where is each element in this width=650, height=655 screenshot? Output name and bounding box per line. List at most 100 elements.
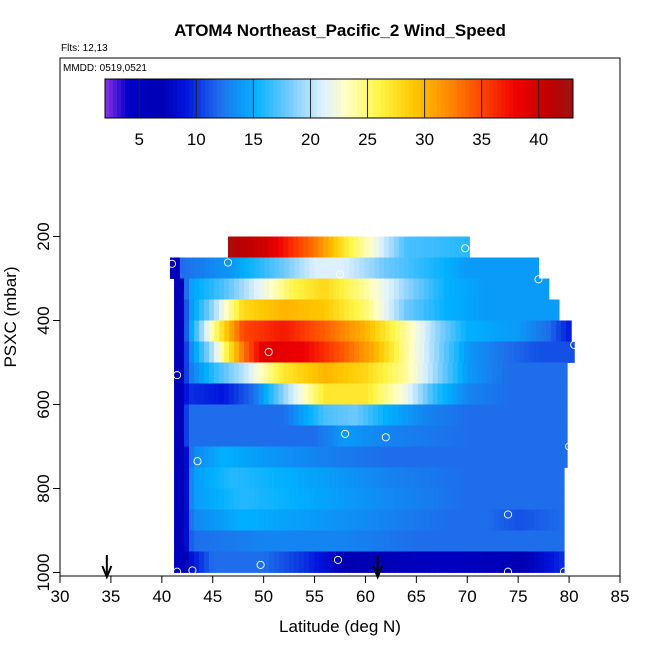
heatmap-cell	[412, 425, 419, 447]
colorbar-swatch	[453, 79, 458, 118]
colorbar-swatch	[109, 79, 114, 118]
heatmap-cell	[424, 551, 430, 573]
heatmap-cell	[289, 341, 295, 363]
heatmap-cell	[540, 320, 547, 342]
heatmap-cell	[214, 488, 220, 510]
heatmap-cell	[422, 446, 429, 468]
heatmap-cell	[224, 551, 230, 573]
heatmap-cell	[514, 488, 520, 510]
heatmap-cell	[203, 383, 210, 405]
heatmap-cell	[249, 257, 256, 279]
heatmap-cell	[339, 509, 345, 531]
heatmap-cell	[534, 341, 540, 363]
heatmap-cell	[569, 341, 575, 363]
heatmap-cell	[422, 425, 429, 447]
heatmap-cell	[344, 320, 351, 342]
heatmap-cell	[434, 551, 440, 573]
heatmap-cell	[288, 383, 295, 405]
heatmap-cell	[552, 362, 558, 384]
heatmap-cell	[258, 425, 265, 447]
heatmap-cell	[508, 257, 515, 279]
heatmap-cell	[432, 362, 439, 384]
heatmap-cell	[520, 320, 527, 342]
heatmap-cell	[189, 341, 195, 363]
heatmap-cell	[218, 404, 225, 426]
heatmap-cell	[174, 509, 180, 531]
heatmap-cell	[239, 341, 245, 363]
heatmap-cell	[518, 278, 525, 300]
heatmap-cell	[500, 320, 507, 342]
heatmap-cell	[503, 299, 510, 321]
heatmap-cell	[299, 530, 305, 552]
heatmap-cell	[402, 425, 409, 447]
heatmap-cell	[289, 551, 295, 573]
heatmap-cell	[368, 404, 374, 426]
heatmap-cell	[373, 299, 380, 321]
heatmap-cell	[392, 404, 399, 426]
heatmap-cell	[370, 320, 376, 342]
heatmap-cell	[477, 446, 484, 468]
heatmap-cell	[562, 383, 568, 405]
heatmap-cell	[460, 320, 467, 342]
heatmap-cell	[482, 425, 489, 447]
heatmap-cell	[549, 467, 555, 489]
heatmap-cell	[214, 320, 220, 342]
heatmap-area	[169, 236, 575, 573]
observation-point	[173, 371, 182, 380]
heatmap-cell	[549, 551, 555, 573]
x-tick-label: 50	[254, 587, 273, 606]
x-tick-label: 85	[611, 587, 630, 606]
heatmap-cell	[183, 446, 190, 468]
heatmap-cell	[349, 551, 355, 573]
heatmap-cell	[529, 509, 535, 531]
heatmap-cell	[273, 383, 280, 405]
heatmap-cell	[189, 278, 195, 300]
heatmap-cell	[354, 467, 360, 489]
heatmap-cell	[179, 257, 186, 279]
heatmap-cell	[229, 509, 235, 531]
x-tick-label: 40	[152, 587, 171, 606]
heatmap-cell	[405, 320, 411, 342]
heatmap-cell	[334, 257, 340, 279]
heatmap-cell	[213, 362, 220, 384]
heatmap-cell	[469, 509, 475, 531]
heatmap-cell	[219, 278, 225, 300]
heatmap-cell	[379, 551, 385, 573]
heatmap-cell	[509, 551, 515, 573]
heatmap-cell	[234, 551, 240, 573]
colorbar-swatch	[237, 79, 242, 118]
heatmap-cell	[354, 488, 360, 510]
heatmap-cell	[179, 383, 185, 405]
heatmap-cell	[544, 509, 550, 531]
heatmap-cell	[208, 383, 215, 405]
heatmap-cell	[188, 446, 195, 468]
heatmap-cell	[528, 278, 535, 300]
heatmap-cell	[329, 341, 335, 363]
heatmap-cell	[542, 446, 548, 468]
heatmap-cell	[429, 236, 435, 258]
heatmap-cell	[209, 320, 215, 342]
heatmap-cell	[482, 383, 489, 405]
heatmap-cell	[343, 236, 350, 258]
heatmap-cell	[363, 236, 370, 258]
heatmap-cell	[388, 299, 395, 321]
heatmap-cell	[363, 404, 369, 426]
heatmap-cell	[519, 341, 525, 363]
heatmap-cell	[434, 488, 440, 510]
heatmap-cell	[243, 383, 250, 405]
heatmap-cell	[448, 278, 455, 300]
heatmap-cell	[498, 278, 505, 300]
heatmap-cell	[552, 383, 558, 405]
heatmap-cell	[407, 362, 414, 384]
heatmap-cell	[524, 551, 530, 573]
heatmap-cell	[223, 425, 230, 447]
heatmap-cell	[184, 551, 190, 573]
colorbar-swatch	[157, 79, 162, 118]
heatmap-cell	[328, 278, 335, 300]
heatmap-cell	[409, 341, 415, 363]
heatmap-cell	[334, 467, 340, 489]
heatmap-cell	[547, 383, 553, 405]
heatmap-cell	[564, 341, 570, 363]
heatmap-cell	[478, 299, 485, 321]
colorbar-swatch	[501, 79, 506, 118]
